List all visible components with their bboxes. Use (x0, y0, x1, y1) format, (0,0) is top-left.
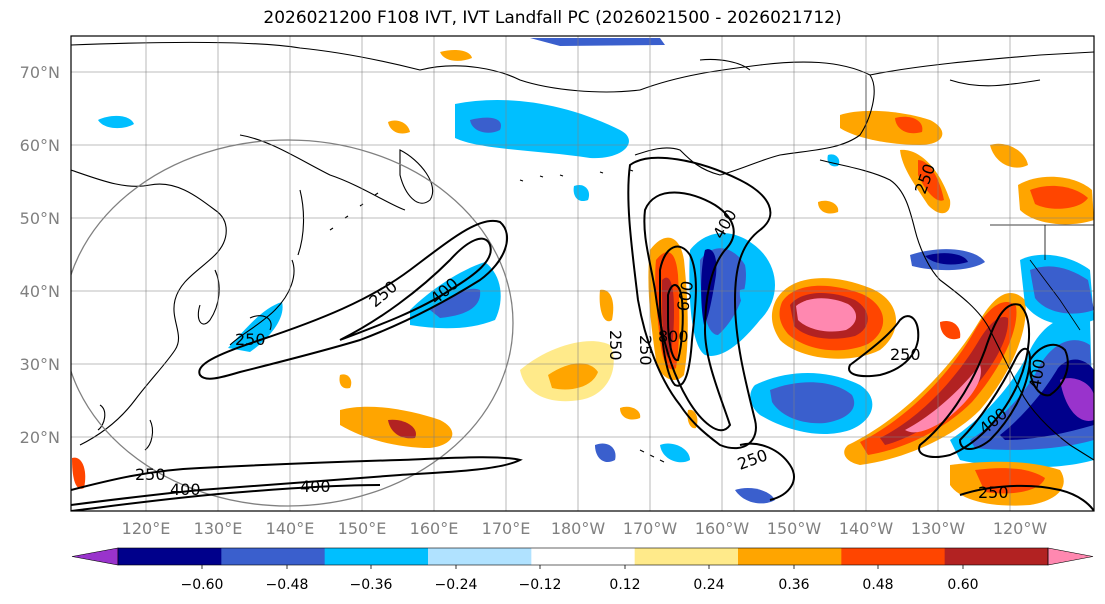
lon-label: 120°E (122, 519, 171, 538)
colorbar-tick-label: −0.12 (519, 577, 562, 593)
colorbar-tick-label: 0.60 (947, 577, 978, 593)
colorbar-tick-label: 0.12 (609, 577, 640, 593)
lon-label: 170°E (482, 519, 531, 538)
lat-label: 60°N (20, 136, 60, 155)
lon-label: 160°E (410, 519, 459, 538)
colorbar-segment (118, 548, 222, 565)
landfall-region-circle (71, 139, 514, 507)
colorbar-tick-label: 0.36 (778, 577, 809, 593)
ivt-shading (72, 38, 1094, 506)
lon-label: 120°W (993, 519, 1048, 538)
colorbar-extend-low (71, 547, 119, 566)
colorbar-tick-label: 0.48 (862, 577, 893, 593)
lon-label: 130°E (194, 519, 243, 538)
colorbar (71, 547, 1094, 569)
colorbar-segment (634, 548, 739, 565)
contour-label: 250 (636, 335, 655, 366)
lat-label: 20°N (20, 428, 60, 447)
colorbar-segment (841, 548, 946, 565)
ivt-contours (71, 156, 1094, 511)
contour-label: 400 (300, 477, 331, 496)
lon-label: 140°W (839, 519, 894, 538)
colorbar-tick-label: −0.36 (350, 577, 393, 593)
contour-label: 250 (135, 465, 166, 484)
contour-label: 250 (606, 330, 625, 361)
lon-label: 140°E (266, 519, 315, 538)
shade-blue-alaska (455, 99, 629, 159)
contour-label: 250 (890, 345, 921, 364)
lon-label: 180°W (551, 519, 606, 538)
colorbar-tick-labels: −0.60 −0.48 −0.36 −0.24 −0.12 0.12 0.24 … (181, 577, 979, 593)
colorbar-segment (531, 548, 636, 565)
colorbar-tick-label: −0.24 (435, 577, 478, 593)
lat-label: 70°N (20, 63, 60, 82)
gridlines (71, 36, 1094, 511)
longitude-labels: 120°E 130°E 140°E 150°E 160°E 170°E 180°… (122, 519, 1048, 538)
colorbar-segment (221, 548, 326, 565)
contour-label: 400 (170, 480, 201, 499)
lon-label: 170°W (623, 519, 678, 538)
colorbar-tick-label: −0.60 (181, 577, 224, 593)
colorbar-extend-high (1047, 547, 1094, 566)
coastlines (71, 41, 1094, 463)
contour-label: 250 (978, 483, 1009, 502)
lat-label: 50°N (20, 209, 60, 228)
colorbar-segment (324, 548, 429, 565)
colorbar-segment (738, 548, 842, 565)
colorbar-frame (117, 547, 1049, 566)
map-title: 2026021200 F108 IVT, IVT Landfall PC (20… (263, 8, 842, 28)
colorbar-tick-label: −0.48 (266, 577, 309, 593)
map-frame (70, 35, 1095, 512)
map-background (71, 36, 1094, 511)
lon-label: 130°W (911, 519, 966, 538)
lon-label: 150°W (767, 519, 822, 538)
colorbar-tick-label: 0.24 (693, 577, 724, 593)
contour-label: 250 (235, 330, 266, 349)
lat-label: 30°N (20, 355, 60, 374)
lon-label: 150°E (338, 519, 387, 538)
contour-label: 800 (658, 327, 689, 346)
lat-label: 40°N (20, 282, 60, 301)
colorbar-segment (944, 548, 1049, 565)
colorbar-segment (428, 548, 532, 565)
latitude-labels: 70°N 60°N 50°N 40°N 30°N 20°N (20, 63, 60, 447)
lon-label: 160°W (695, 519, 750, 538)
